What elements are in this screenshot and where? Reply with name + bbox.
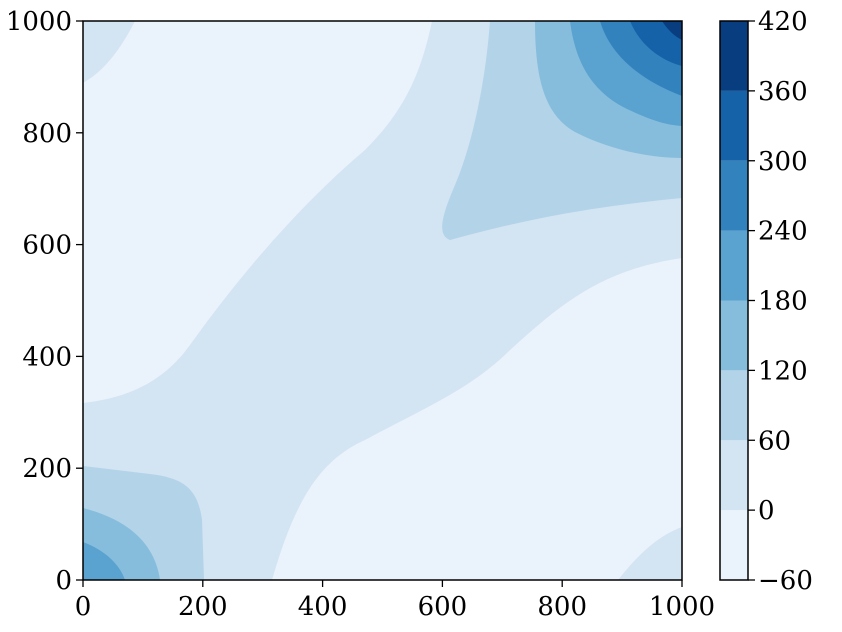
- x-axis: 0 200 400 600 800 1000: [75, 580, 715, 622]
- y-tick-label: 600: [22, 231, 72, 261]
- y-tick-label: 0: [55, 566, 72, 596]
- colorbar-band: [720, 21, 748, 91]
- colorbar-band: [720, 300, 748, 371]
- plot-area: [82, 20, 683, 581]
- colorbar-band: [720, 440, 748, 511]
- x-tick-label: 600: [418, 592, 468, 622]
- x-tick-label: 1000: [649, 592, 715, 622]
- y-tick-label: 200: [22, 454, 72, 484]
- colorbar-tick-label: −60: [758, 566, 813, 596]
- x-tick-label: 200: [178, 592, 228, 622]
- contour-band-0-60-bottom-right: [618, 527, 682, 580]
- contour-band-180-240-bottom-left: [83, 542, 125, 580]
- colorbar-tick-label: 240: [758, 217, 808, 247]
- x-tick-label: 400: [298, 592, 348, 622]
- x-tick-label: 800: [537, 592, 587, 622]
- colorbar-ticks: −60 0 60 120 180 240 300 360 420: [748, 7, 813, 596]
- colorbar-tick-label: 420: [758, 7, 808, 37]
- contour-band-360-420-top-right: [662, 21, 682, 40]
- colorbar-tick-label: 300: [758, 147, 808, 177]
- colorbar-band: [720, 230, 748, 301]
- x-tick-label: 0: [75, 592, 92, 622]
- contour-band-300-360-top-right: [630, 21, 682, 66]
- colorbar-tick-label: 360: [758, 77, 808, 107]
- colorbar-band: [720, 160, 748, 231]
- y-tick-label: 800: [22, 119, 72, 149]
- colorbar-tick-label: 120: [758, 356, 808, 386]
- colorbar-band: [720, 370, 748, 441]
- colorbar-tick-label: 0: [758, 496, 775, 526]
- colorbar-band: [720, 90, 748, 161]
- contour-band-0-60-top-left: [83, 21, 135, 83]
- plot-frame: [82, 20, 683, 581]
- y-tick-label: 400: [22, 342, 72, 372]
- y-axis: 0 200 400 600 800 1000: [6, 7, 83, 596]
- y-tick-label: 1000: [6, 7, 72, 37]
- colorbar-tick-label: 180: [758, 287, 808, 317]
- colorbar: −60 0 60 120 180 240 300 360 420: [719, 7, 813, 596]
- colorbar-bands: [720, 21, 748, 580]
- colorbar-band: [720, 510, 748, 580]
- colorbar-tick-label: 60: [758, 426, 791, 456]
